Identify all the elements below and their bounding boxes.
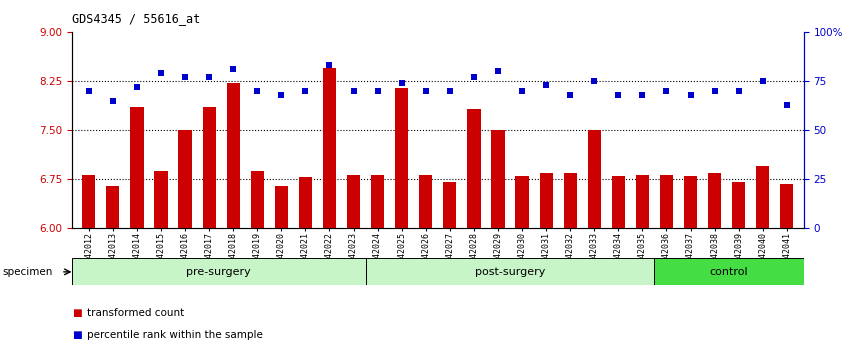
Bar <box>492 130 504 228</box>
Point <box>708 88 722 94</box>
Text: ■: ■ <box>72 308 82 318</box>
Bar <box>515 176 529 228</box>
Text: specimen: specimen <box>3 267 53 277</box>
Bar <box>130 107 144 228</box>
Bar <box>227 83 239 228</box>
Bar <box>154 171 168 228</box>
Bar <box>275 186 288 228</box>
Bar <box>563 173 577 228</box>
Point <box>780 102 794 107</box>
Text: pre-surgery: pre-surgery <box>186 267 251 277</box>
Bar <box>660 175 673 228</box>
Bar <box>82 175 96 228</box>
Bar <box>636 175 649 228</box>
Text: GDS4345 / 55616_at: GDS4345 / 55616_at <box>72 12 201 25</box>
Bar <box>467 109 481 228</box>
Bar <box>684 176 697 228</box>
Text: ■: ■ <box>72 330 82 340</box>
Point <box>275 92 288 98</box>
Bar <box>365 258 655 285</box>
Point <box>395 80 409 86</box>
Bar <box>395 87 409 228</box>
Bar <box>612 176 625 228</box>
Point <box>635 92 649 98</box>
Bar <box>179 130 192 228</box>
Point <box>756 78 770 84</box>
Bar <box>107 186 119 228</box>
Bar <box>732 183 745 228</box>
Point <box>347 88 360 94</box>
Point <box>467 74 481 80</box>
Point <box>684 92 697 98</box>
Point <box>660 88 673 94</box>
Point <box>371 88 384 94</box>
Bar <box>323 68 336 228</box>
Point <box>250 88 264 94</box>
Bar <box>72 258 365 285</box>
Point <box>227 66 240 72</box>
Bar <box>347 175 360 228</box>
Bar <box>250 171 264 228</box>
Point <box>322 62 336 68</box>
Point <box>732 88 745 94</box>
Text: post-surgery: post-surgery <box>475 267 545 277</box>
Point <box>540 82 553 88</box>
Point <box>106 98 119 103</box>
Bar <box>419 175 432 228</box>
Point <box>515 88 529 94</box>
Point <box>202 74 216 80</box>
Text: percentile rank within the sample: percentile rank within the sample <box>87 330 263 340</box>
Bar <box>780 184 794 228</box>
Point <box>587 78 601 84</box>
Point <box>154 70 168 76</box>
Bar <box>655 258 804 285</box>
Point <box>299 88 312 94</box>
Point <box>492 68 505 74</box>
Bar <box>443 183 457 228</box>
Point <box>443 88 457 94</box>
Bar <box>371 175 384 228</box>
Bar <box>299 177 312 228</box>
Point <box>563 92 577 98</box>
Point <box>179 74 192 80</box>
Bar <box>202 107 216 228</box>
Bar <box>540 173 552 228</box>
Point <box>82 88 96 94</box>
Bar <box>588 130 601 228</box>
Text: transformed count: transformed count <box>87 308 184 318</box>
Point <box>130 84 144 90</box>
Text: control: control <box>710 267 749 277</box>
Bar <box>756 166 769 228</box>
Point <box>419 88 432 94</box>
Point <box>612 92 625 98</box>
Bar <box>708 173 722 228</box>
